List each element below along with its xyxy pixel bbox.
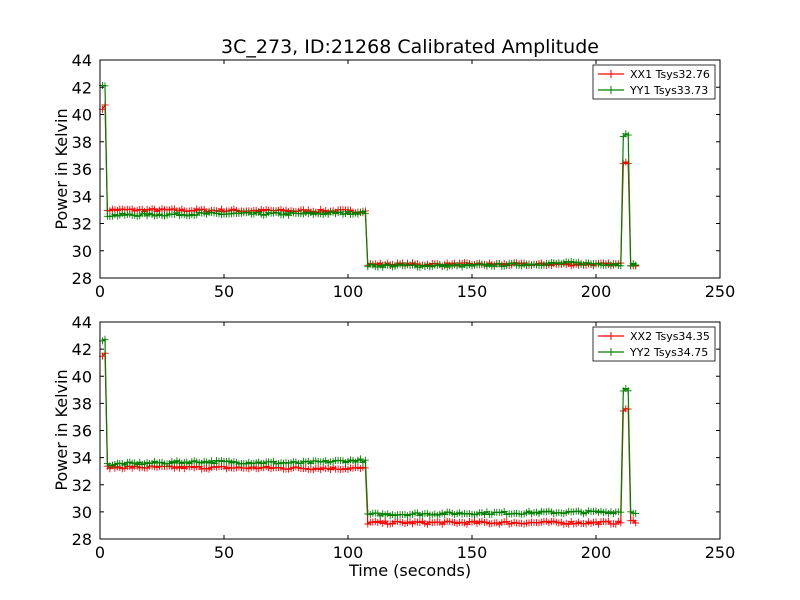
bottom-x-tick-label: 100 <box>333 543 364 562</box>
bottom-y-axis-label: Power in Kelvin <box>52 369 71 490</box>
top-series-markers-1 <box>99 82 640 271</box>
top-y-tick-label: 38 <box>72 133 92 152</box>
data-point-marker <box>632 519 640 527</box>
top-legend-label-yy1: YY1 Tsys33.73 <box>629 84 708 97</box>
data-point-marker <box>617 508 625 516</box>
top-legend-marker-yy1 <box>607 86 615 94</box>
data-point-marker <box>361 456 369 464</box>
top-legend-entry-yy1: YY1 Tsys33.73 <box>598 84 708 97</box>
top-x-tick-label: 250 <box>705 282 736 301</box>
bottom-y-tick-label: 34 <box>72 449 92 468</box>
bottom-y-tick-label: 30 <box>72 503 92 522</box>
bottom-legend-box <box>592 326 716 362</box>
top-legend: XX1 Tsys32.76 YY1 Tsys33.73 <box>592 64 716 100</box>
top-x-tick-label: 150 <box>457 282 488 301</box>
data-point-marker <box>624 387 632 395</box>
data-point-marker <box>101 82 109 90</box>
top-series-markers-0 <box>99 101 640 270</box>
bottom-series-line-1 <box>102 338 636 517</box>
bottom-y-tick-label: 28 <box>72 530 92 549</box>
bottom-y-tick-label: 40 <box>72 367 92 386</box>
top-panel: 0 50 100 150 200 250 28 30 32 34 36 38 40 42 44 Power … <box>52 51 735 301</box>
bottom-x-tick-label: 200 <box>581 543 612 562</box>
bottom-panel: 0 50 100 150 200 250 28 30 32 34 36 38 40 42 44 Power … <box>52 313 735 562</box>
top-ticks: 0 50 100 150 200 250 28 30 32 34 36 38 40 42 44 <box>72 51 736 301</box>
bottom-ticks: 0 50 100 150 200 250 28 30 32 34 36 38 40 42 44 <box>72 313 736 562</box>
data-point-marker <box>101 335 109 343</box>
bottom-legend-marker-yy2 <box>607 348 615 356</box>
bottom-legend: XX2 Tsys34.35 YY2 Tsys34.75 <box>592 326 716 362</box>
bottom-y-tick-label: 44 <box>72 313 92 332</box>
top-y-tick-label: 44 <box>72 51 92 70</box>
top-y-axis-label: Power in Kelvin <box>52 108 71 229</box>
top-series-line-1 <box>102 84 637 269</box>
bottom-series-layer <box>99 335 640 528</box>
data-point-marker <box>624 131 632 139</box>
bottom-legend-marker-xx2 <box>607 332 615 340</box>
top-y-tick-label: 36 <box>72 160 92 179</box>
top-y-tick-label: 28 <box>72 269 92 288</box>
top-x-tick-label: 50 <box>214 282 234 301</box>
data-point-marker <box>617 519 625 527</box>
top-x-tick-label: 100 <box>333 282 364 301</box>
top-y-tick-label: 42 <box>72 78 92 97</box>
data-point-marker <box>361 210 369 218</box>
bottom-series-line-0 <box>102 351 637 526</box>
data-point-marker <box>632 509 640 517</box>
x-axis-label: Time (seconds) <box>348 561 471 580</box>
bottom-y-tick-label: 32 <box>72 476 92 495</box>
bottom-y-tick-label: 38 <box>72 394 92 413</box>
bottom-y-tick-label: 42 <box>72 340 92 359</box>
top-x-tick-label: 0 <box>95 282 105 301</box>
bottom-legend-label-xx2: XX2 Tsys34.35 <box>630 330 710 343</box>
bottom-series-markers-0 <box>99 349 640 528</box>
top-legend-marker-xx1 <box>607 70 615 78</box>
bottom-legend-entry-yy2: YY2 Tsys34.75 <box>598 346 708 359</box>
top-y-tick-label: 30 <box>72 242 92 261</box>
data-point-marker <box>356 455 364 463</box>
bottom-x-tick-label: 0 <box>95 543 105 562</box>
bottom-series-markers-1 <box>99 335 640 520</box>
top-series-line-0 <box>101 102 636 267</box>
bottom-x-tick-label: 150 <box>457 543 488 562</box>
top-legend-label-xx1: XX1 Tsys32.76 <box>630 68 710 81</box>
bottom-x-tick-label: 250 <box>705 543 736 562</box>
top-y-tick-label: 32 <box>72 215 92 234</box>
top-y-tick-label: 34 <box>72 187 92 206</box>
bottom-x-tick-label: 50 <box>214 543 234 562</box>
data-point-marker <box>632 261 640 269</box>
chart-title: 3C_273, ID:21268 Calibrated Amplitude <box>221 36 599 58</box>
bottom-legend-entry-xx2: XX2 Tsys34.35 <box>598 330 710 343</box>
top-series-layer <box>99 82 640 271</box>
top-legend-entry-xx1: XX1 Tsys32.76 <box>598 68 710 81</box>
bottom-y-tick-label: 36 <box>72 422 92 441</box>
top-y-tick-label: 40 <box>72 106 92 125</box>
top-legend-box <box>592 64 716 100</box>
bottom-legend-label-yy2: YY2 Tsys34.75 <box>629 346 708 359</box>
data-point-marker <box>617 262 625 270</box>
top-x-tick-label: 200 <box>581 282 612 301</box>
